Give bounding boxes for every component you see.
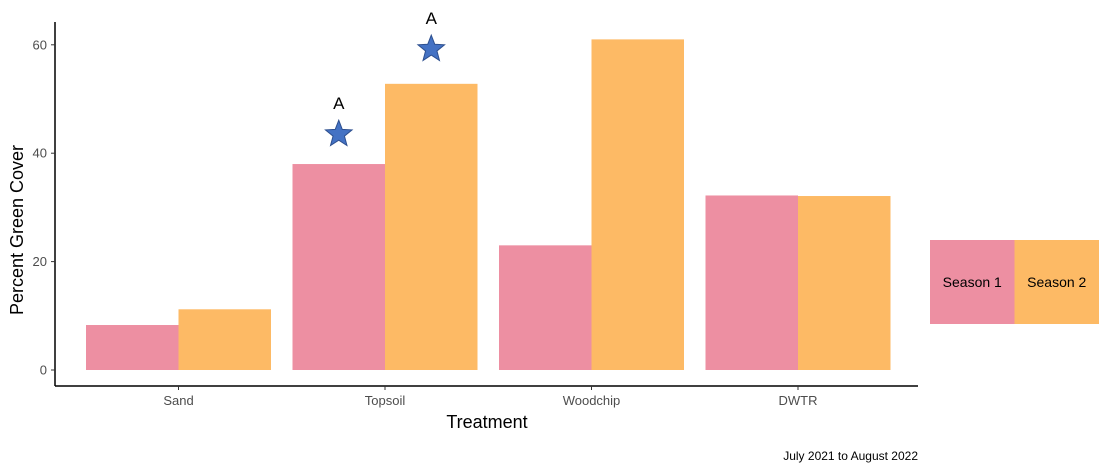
caption: July 2021 to August 2022: [783, 449, 918, 463]
bar-sand-season-2: [178, 309, 271, 370]
annotations: AA: [324, 9, 446, 147]
legend-label-season-1: Season 1: [943, 274, 1002, 290]
y-tick-label: 20: [33, 254, 47, 269]
x-axis-title: Treatment: [446, 412, 527, 432]
y-axis: 0 20 40 60: [33, 22, 56, 386]
annotation-label: A: [426, 9, 438, 28]
y-tick-label: 60: [33, 37, 47, 52]
x-tick-label-topsoil: Topsoil: [365, 393, 406, 408]
legend: Season 1 Season 2: [930, 240, 1099, 324]
bar-woodchip-season-2: [591, 39, 684, 370]
x-axis: Sand Topsoil Woodchip DWTR: [55, 385, 918, 408]
star-marker-topsoil-season-1: [324, 118, 354, 147]
x-tick-label-dwtr: DWTR: [779, 393, 818, 408]
legend-swatch-season-2: [1014, 240, 1099, 324]
bar-woodchip-season-1: [499, 245, 592, 370]
x-tick-label-woodchip: Woodchip: [563, 393, 621, 408]
legend-swatch-season-1: [930, 240, 1015, 324]
y-tick-label: 0: [40, 363, 47, 378]
bar-topsoil-season-1: [292, 164, 385, 370]
star-marker-topsoil-season-2: [416, 33, 446, 62]
bar-dwtr-season-1: [705, 195, 798, 370]
bar-dwtr-season-2: [798, 196, 891, 370]
bars: [86, 39, 891, 370]
legend-label-season-2: Season 2: [1027, 274, 1086, 290]
y-tick-label: 40: [33, 146, 47, 161]
annotation-label: A: [333, 94, 345, 113]
x-tick-label-sand: Sand: [163, 393, 193, 408]
bar-topsoil-season-2: [385, 83, 478, 370]
bar-sand-season-1: [86, 325, 179, 370]
y-axis-title: Percent Green Cover: [7, 145, 27, 315]
